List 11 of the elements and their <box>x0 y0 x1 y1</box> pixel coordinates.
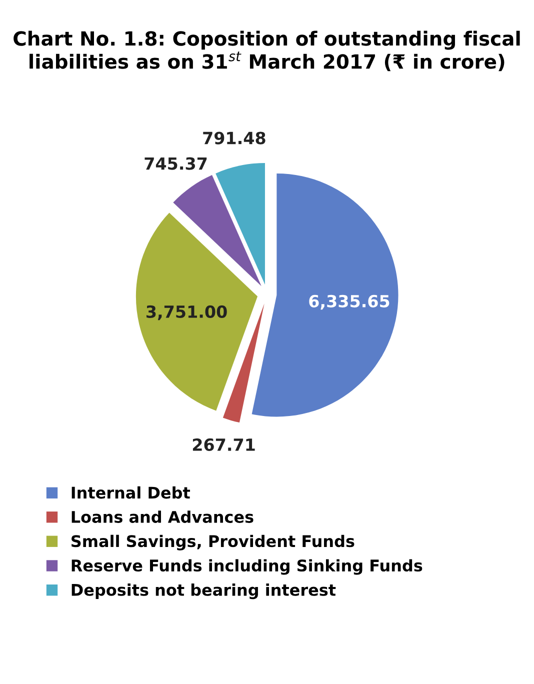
data-label: 745.37 <box>144 157 207 170</box>
legend-label: Internal Debt <box>72 486 190 499</box>
data-label: 267.71 <box>192 438 255 452</box>
data-label: 791.48 <box>203 132 266 144</box>
data-label: 6,335.65 <box>309 294 390 310</box>
legend-label: Loans and Advances <box>72 510 254 523</box>
legend-label: Reserve Funds including Sinking Funds <box>72 559 422 575</box>
legend-label: Small Savings, Provident Funds <box>72 534 354 550</box>
chart-title: Chart No. 1.8: Coposition of outstanding fiscal liabilities as on 31$^{st}$ March 2017 (₹ in crore) <box>14 30 520 72</box>
legend-label: Deposits not bearing interest <box>72 584 336 600</box>
data-label: 3,751.00 <box>146 305 227 320</box>
